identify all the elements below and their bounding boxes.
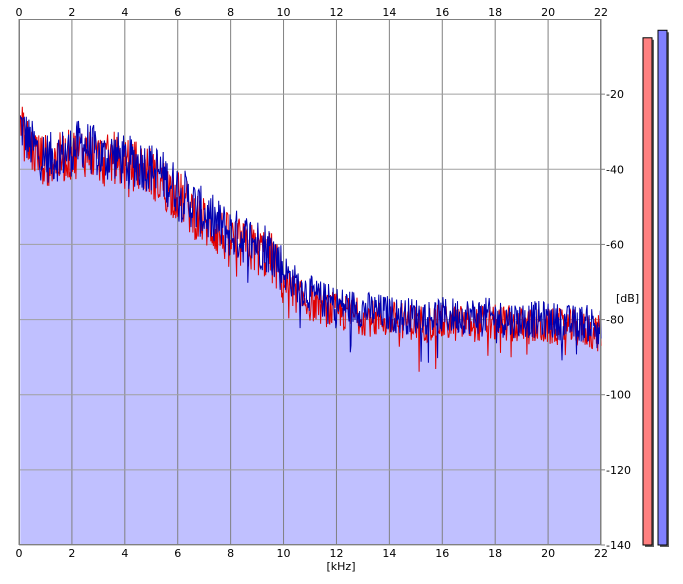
- x-tick-label: 16: [435, 6, 449, 19]
- y-tick-label: -140: [606, 539, 631, 552]
- x-tick-label: 10: [277, 547, 291, 560]
- y-tick-labels: -20 -40 -60 -80 -100 -120 -140: [601, 88, 631, 552]
- x-tick-label: 8: [227, 547, 234, 560]
- level-meter: [642, 37, 653, 546]
- x-tick-label: 20: [541, 6, 555, 19]
- x-tick-label: 0: [16, 547, 23, 560]
- x-tick-label: 12: [329, 547, 343, 560]
- x-tick-label: 14: [382, 6, 396, 19]
- plot-border: [19, 19, 601, 545]
- x-tick-labels-bottom: 0 2 4 6 8 10 12 14 16 18 20 22: [16, 547, 609, 560]
- x-tick-label: 2: [68, 547, 75, 560]
- spectrum-fill: [20, 116, 602, 545]
- x-tick-label: 8: [227, 6, 234, 19]
- channel-meters: [642, 29, 669, 548]
- x-tick-label: 6: [174, 6, 181, 19]
- y-tick-label: -60: [606, 238, 624, 251]
- series-lines: [19, 106, 602, 372]
- y-tick-label: -20: [606, 88, 624, 101]
- x-tick-label: 4: [121, 547, 128, 560]
- y-tick-label: -40: [606, 163, 624, 176]
- x-axis-label: [kHz]: [327, 560, 356, 573]
- y-tick-label: -80: [606, 314, 624, 327]
- y-tick-label: -100: [606, 389, 631, 402]
- level-meter: [657, 29, 668, 546]
- x-tick-label: 12: [329, 6, 343, 19]
- x-tick-label: 2: [68, 6, 75, 19]
- x-tick-label: 18: [488, 547, 502, 560]
- x-tick-label: 0: [16, 6, 23, 19]
- y-tick-label: -120: [606, 464, 631, 477]
- x-tick-label: 14: [382, 547, 396, 560]
- x-tick-label: 4: [121, 6, 128, 19]
- series-line: [19, 115, 602, 363]
- x-tick-label: 18: [488, 6, 502, 19]
- x-tick-label: 22: [594, 6, 608, 19]
- x-tick-labels-top: 0 2 4 6 8 10 12 14 16 18 20 22: [16, 6, 609, 19]
- x-tick-label: 6: [174, 547, 181, 560]
- y-axis-label: [dB]: [616, 292, 639, 305]
- x-tick-label: 20: [541, 547, 555, 560]
- x-tick-label: 16: [435, 547, 449, 560]
- x-tick-label: 22: [594, 547, 608, 560]
- x-tick-label: 10: [277, 6, 291, 19]
